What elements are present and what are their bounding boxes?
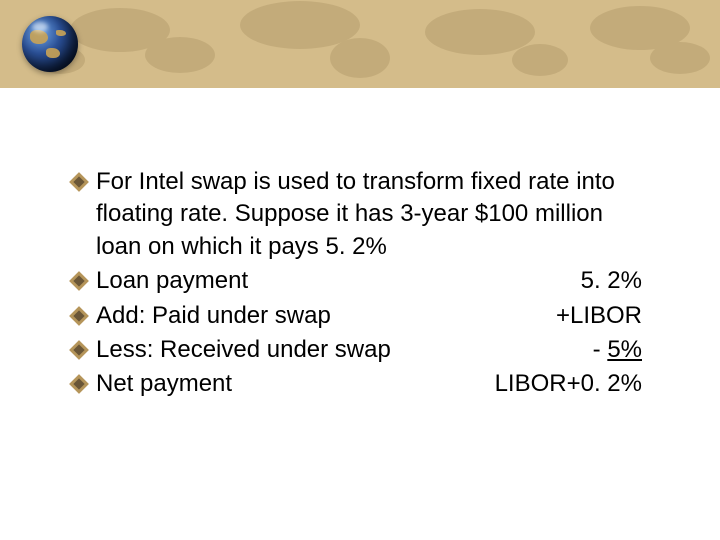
list-item: For Intel swap is used to transform fixe… xyxy=(72,166,648,263)
globe-icon xyxy=(22,16,78,72)
list-item: Add: Paid under swap +LIBOR xyxy=(72,300,648,332)
diamond-bullet-icon xyxy=(69,374,89,394)
world-map-pattern xyxy=(0,0,720,88)
list-item: Less: Received under swap - 5% xyxy=(72,334,648,366)
row-label: Net payment xyxy=(96,368,232,400)
row-value: - 5% xyxy=(593,334,648,366)
list-item: Net payment LIBOR+0. 2% xyxy=(72,368,648,400)
list-item: Loan payment 5. 2% xyxy=(72,265,648,297)
row-value: 5. 2% xyxy=(581,265,648,297)
header-band xyxy=(0,0,720,88)
diamond-bullet-icon xyxy=(69,306,89,326)
row-value: +LIBOR xyxy=(556,300,648,332)
row-label: Loan payment xyxy=(96,265,248,297)
row-label: Less: Received under swap xyxy=(96,334,391,366)
slide-content: For Intel swap is used to transform fixe… xyxy=(0,88,720,401)
diamond-bullet-icon xyxy=(69,271,89,291)
diamond-bullet-icon xyxy=(69,340,89,360)
row-value: LIBOR+0. 2% xyxy=(495,368,648,400)
row-label: Add: Paid under swap xyxy=(96,300,331,332)
intro-text: For Intel swap is used to transform fixe… xyxy=(96,166,648,263)
diamond-bullet-icon xyxy=(69,172,89,192)
